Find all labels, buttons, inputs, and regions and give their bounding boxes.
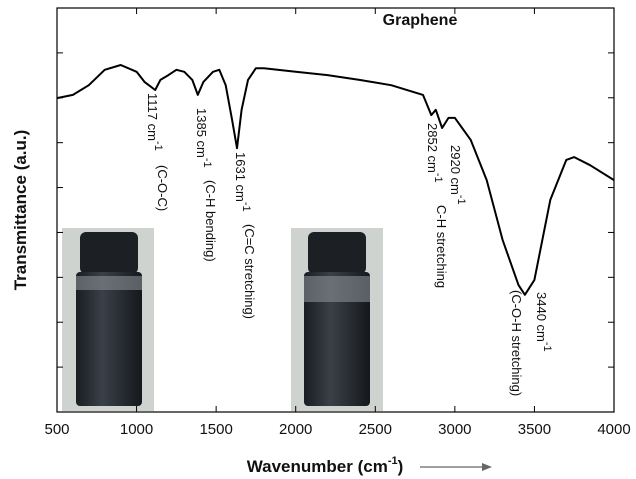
x-tick-label: 4000: [597, 421, 630, 438]
x-tick-label: 3000: [438, 421, 471, 438]
x-tick-label: 2500: [359, 421, 392, 438]
x-tick-label: 500: [44, 421, 69, 438]
annotation-text: 2852 cm: [425, 123, 440, 173]
annotation-sup: -1: [201, 158, 213, 168]
x-axis-label-text: Wavenumber (cm: [247, 457, 388, 476]
annotation-sup: -1: [152, 141, 164, 151]
annotation-sup: -1: [432, 173, 444, 183]
annotation: 2920 cm-1: [448, 145, 467, 205]
annotation-text: 1117 cm: [145, 93, 160, 141]
y-axis-label: Transmittance (a.u.): [11, 130, 30, 291]
x-axis-label-sup: -1: [388, 455, 398, 467]
annotation-text: 1385 cm: [194, 108, 209, 158]
annotation-note: C-H stretching: [434, 205, 449, 288]
annotation: 1117 cm-1: [145, 93, 164, 151]
annotation: 2852 cm-1: [425, 123, 444, 183]
x-tick-label: 2000: [279, 421, 312, 438]
annotation-note: (C=C stretching): [242, 224, 257, 319]
annotation-note: (C-O-C): [155, 165, 170, 211]
annotation-note: (C-H bending): [203, 180, 218, 262]
annotation-text: 1631 cm: [233, 152, 248, 202]
x-axis-arrow: [420, 463, 492, 471]
annotation-text: 2920 cm: [448, 145, 463, 195]
annotation: 3440 cm-1: [534, 292, 553, 352]
annotation-sup: -1: [240, 202, 252, 212]
x-tick-label: 1000: [120, 421, 153, 438]
x-axis-label-end: ): [398, 457, 404, 476]
x-tick-label: 1500: [199, 421, 232, 438]
x-axis-label: Wavenumber (cm-1): [247, 455, 404, 476]
annotation: 1385 cm-1: [194, 108, 213, 168]
annotation-note: (C-O-H stretching): [509, 290, 524, 396]
annotation: 1631 cm-1: [233, 152, 252, 212]
vial-photo: [62, 228, 154, 411]
annotation-text: 3440 cm: [534, 292, 549, 342]
plot-frame: [56, 7, 615, 413]
annotation-sup: -1: [455, 195, 467, 205]
chart-title: Graphene: [383, 12, 458, 29]
spectrum-line: [56, 64, 615, 296]
annotation-sup: -1: [541, 342, 553, 352]
x-tick-label: 3500: [518, 421, 551, 438]
vial-photo: [291, 228, 383, 411]
